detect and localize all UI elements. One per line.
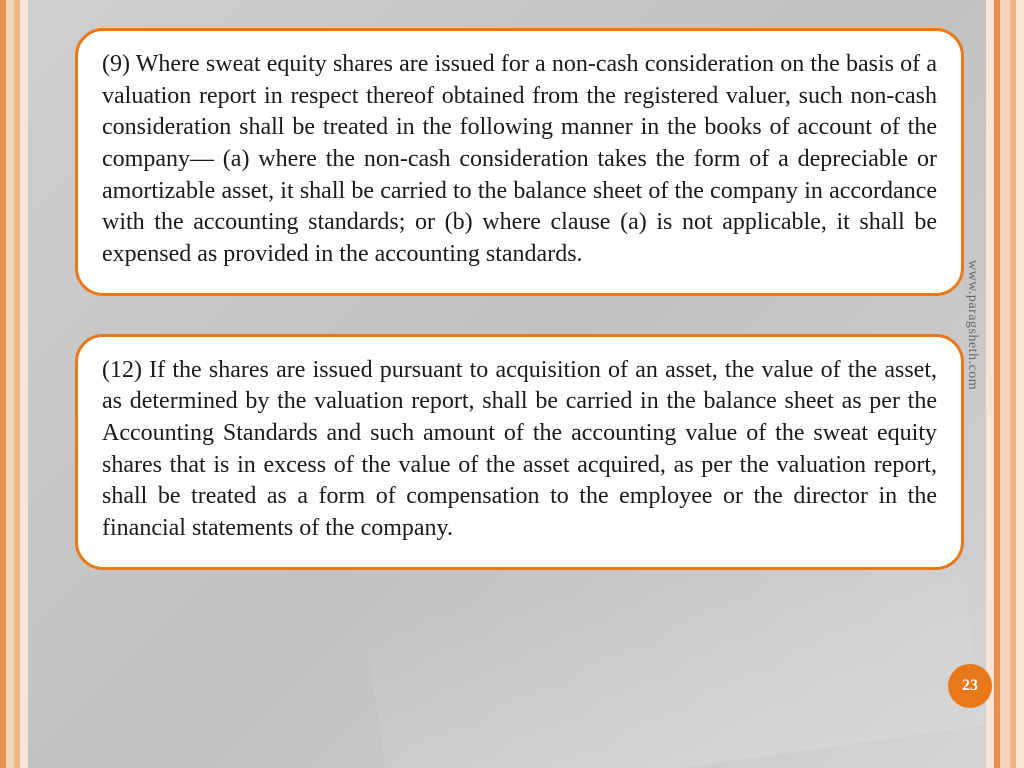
clause-12-text: (12) If the shares are issued pursuant t…	[102, 355, 937, 545]
clause-9-text: (9) Where sweat equity shares are issued…	[102, 49, 937, 271]
page-number-badge: 23	[948, 664, 992, 708]
slide-content: (9) Where sweat equity shares are issued…	[75, 28, 964, 608]
watermark-url: www.paragsheth.com	[964, 260, 980, 390]
right-decorative-border	[986, 0, 1024, 768]
clause-12-box: (12) If the shares are issued pursuant t…	[75, 334, 964, 570]
clause-9-box: (9) Where sweat equity shares are issued…	[75, 28, 964, 296]
left-decorative-border	[0, 0, 28, 768]
